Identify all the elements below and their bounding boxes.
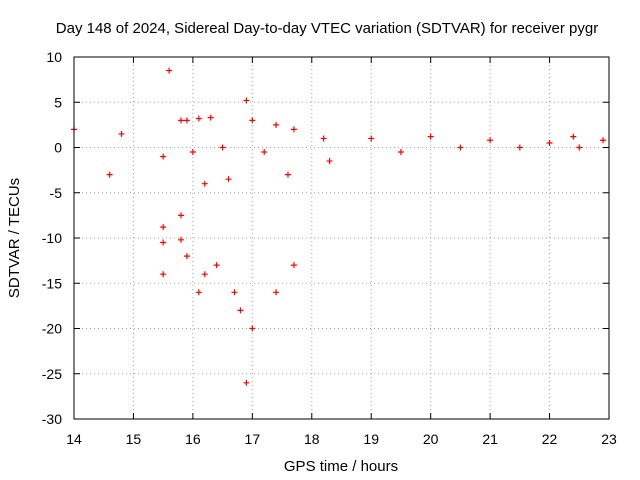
y-tick-label: 0 — [54, 140, 62, 156]
data-point — [249, 117, 256, 124]
data-point — [326, 158, 333, 165]
data-point — [546, 139, 553, 146]
data-point — [273, 289, 280, 296]
data-point — [183, 117, 190, 124]
data-point — [457, 144, 464, 151]
data-point — [160, 239, 167, 246]
data-point — [397, 149, 404, 156]
data-point — [106, 171, 113, 178]
series-pygr — [71, 67, 607, 386]
data-point — [225, 176, 232, 183]
chart-title: Day 148 of 2024, Sidereal Day-to-day VTE… — [56, 20, 598, 37]
y-tick-label: -10 — [42, 230, 62, 246]
x-tick-label: 19 — [363, 431, 379, 447]
x-tick-label: 15 — [126, 431, 142, 447]
x-tick-label: 20 — [423, 431, 439, 447]
data-point — [201, 271, 208, 278]
data-point — [237, 307, 244, 314]
data-point — [273, 121, 280, 128]
y-tick-label: 10 — [46, 49, 62, 65]
axis-ticks: 14 15 16 17 18 19 20 21 22 23 -30 -25 -20 -15 -10 -5 0 5 1… — [42, 49, 617, 447]
x-tick-label: 14 — [66, 431, 82, 447]
data-point — [231, 289, 238, 296]
x-tick-label: 17 — [245, 431, 261, 447]
data-point — [201, 180, 208, 187]
data-points — [71, 67, 607, 386]
data-point — [320, 135, 327, 142]
data-point — [427, 133, 434, 140]
y-tick-label: -5 — [50, 185, 63, 201]
data-point — [195, 115, 202, 122]
data-point — [243, 97, 250, 104]
y-tick-label: 5 — [54, 94, 62, 110]
data-point — [249, 325, 256, 332]
data-point — [189, 149, 196, 156]
data-point — [290, 126, 297, 133]
y-tick-label: -30 — [42, 411, 62, 427]
data-point — [368, 135, 375, 142]
data-point — [570, 133, 577, 140]
data-point — [207, 114, 214, 121]
data-point — [118, 130, 125, 137]
data-point — [160, 271, 167, 278]
data-point — [213, 262, 220, 269]
data-point — [600, 137, 607, 144]
grid — [74, 57, 609, 419]
y-tick-label: -15 — [42, 275, 62, 291]
data-point — [160, 224, 167, 231]
data-point — [178, 117, 184, 124]
data-point — [285, 171, 291, 178]
data-point — [487, 137, 494, 144]
data-point — [183, 253, 190, 260]
data-point — [219, 144, 226, 151]
x-tick-label: 23 — [601, 431, 617, 447]
data-point — [516, 144, 523, 151]
data-point — [160, 153, 167, 160]
data-point — [166, 67, 173, 74]
y-tick-label: -25 — [42, 366, 62, 382]
x-tick-label: 21 — [482, 431, 498, 447]
data-point — [195, 289, 202, 296]
x-axis-label: GPS time / hours — [284, 458, 398, 475]
data-point — [261, 149, 268, 156]
x-tick-label: 18 — [304, 431, 320, 447]
data-point — [178, 212, 184, 219]
x-tick-label: 16 — [185, 431, 201, 447]
data-point — [290, 262, 297, 269]
y-tick-label: -20 — [42, 321, 62, 337]
x-tick-label: 22 — [542, 431, 558, 447]
plot-frame — [73, 56, 610, 420]
data-point — [178, 236, 184, 243]
data-point — [576, 144, 583, 151]
data-point — [243, 379, 250, 386]
y-axis-label: SDTVAR / TECUs — [6, 178, 23, 298]
